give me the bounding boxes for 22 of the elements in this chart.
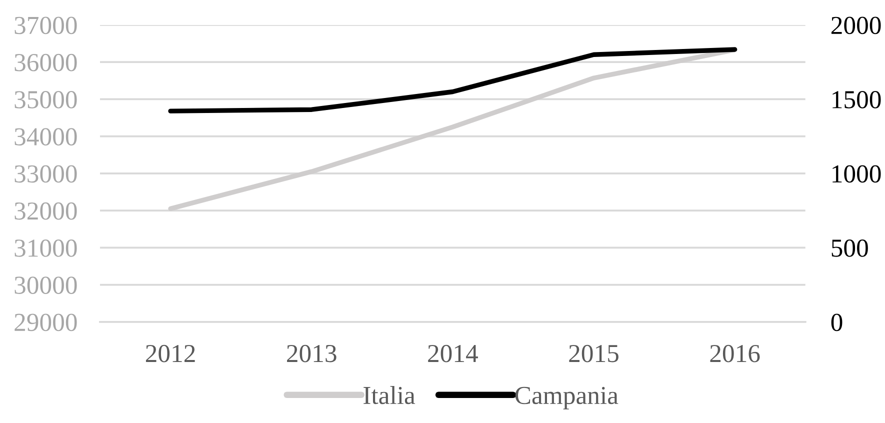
y-tick-label: 29000: [14, 314, 77, 332]
y-tick-label: 30000: [14, 276, 77, 294]
y-tick-label: 35000: [14, 91, 77, 108]
x-tick-label: 2014: [428, 344, 478, 362]
y-tick-label: 37000: [14, 16, 77, 34]
x-tick-label: 2013: [287, 344, 336, 362]
y-tick-label: 36000: [14, 54, 77, 72]
y2-tick-label: 1500: [832, 91, 881, 108]
y-tick-label: 31000: [14, 239, 77, 257]
y2-tick-label: 0: [831, 314, 842, 332]
y-tick-label: 33000: [14, 165, 77, 183]
y-tick-label: 34000: [14, 128, 77, 146]
x-tick-label: 2016: [710, 344, 760, 362]
y-tick-label: 32000: [14, 202, 77, 220]
y2-tick-label: 500: [832, 239, 868, 257]
legend-label: Campania: [515, 386, 618, 410]
y2-tick-label: 1000: [832, 165, 881, 183]
x-tick-label: 2015: [569, 344, 618, 362]
line-series: [168, 47, 738, 114]
legend-label: Italia: [364, 386, 416, 404]
x-tick-label: 2012: [146, 344, 195, 362]
y2-tick-label: 2000: [831, 16, 881, 34]
